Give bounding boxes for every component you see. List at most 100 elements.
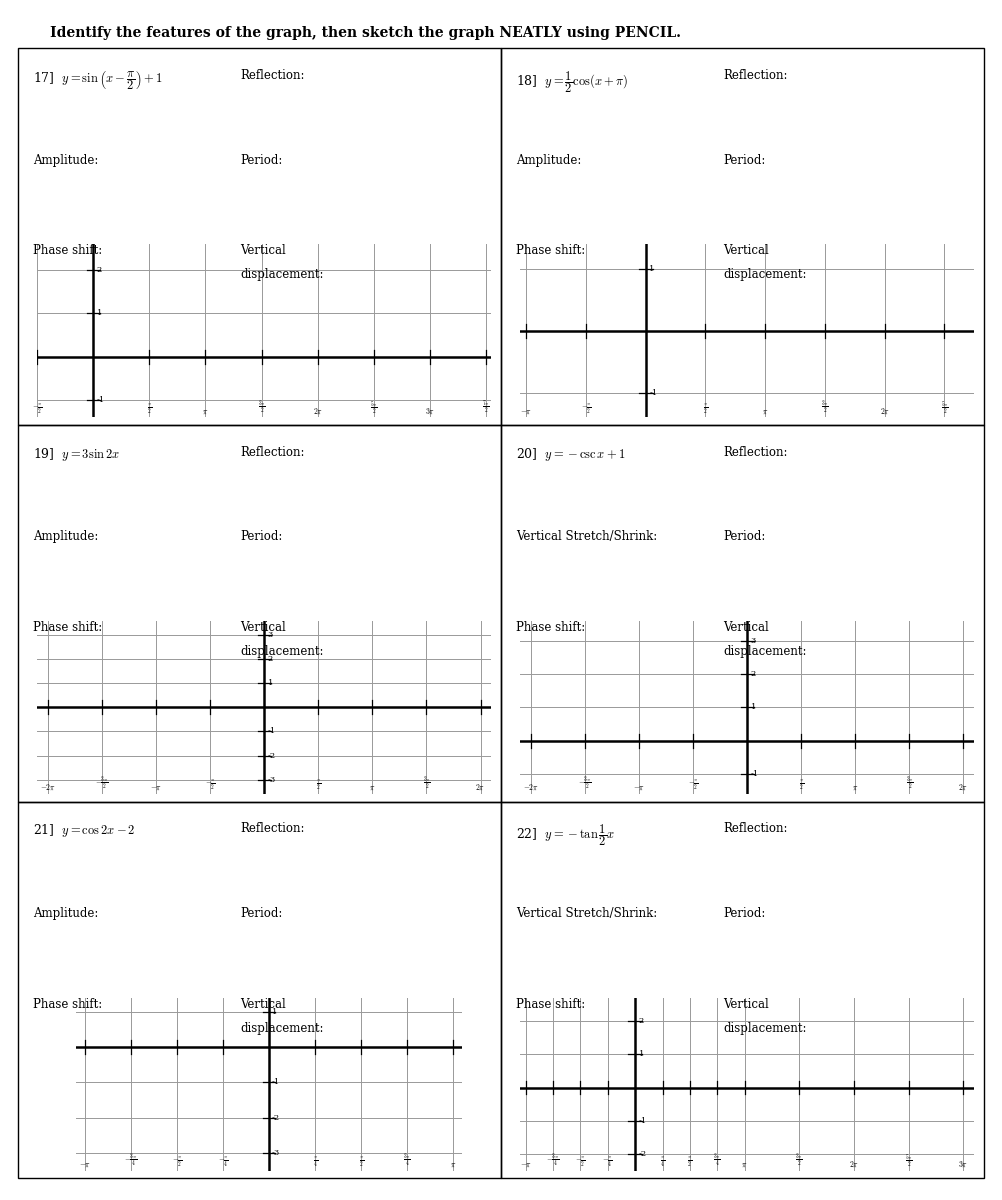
- Text: $\pi$: $\pi$: [450, 1162, 456, 1169]
- Text: $\frac{3\pi}{2}$: $\frac{3\pi}{2}$: [906, 775, 914, 792]
- Text: $-\frac{3\pi}{4}$: $-\frac{3\pi}{4}$: [546, 1152, 560, 1169]
- Text: 22]  $y = -\tan\dfrac{1}{2}x$: 22] $y = -\tan\dfrac{1}{2}x$: [516, 822, 615, 848]
- Text: Period:: Period:: [240, 530, 283, 544]
- Text: 1: 1: [649, 265, 654, 272]
- Text: Reflection:: Reflection:: [240, 68, 305, 82]
- Text: $\frac{\pi}{2}$: $\frac{\pi}{2}$: [147, 402, 152, 415]
- Text: $-\frac{\pi}{2}$: $-\frac{\pi}{2}$: [171, 1156, 182, 1169]
- Text: $2\pi$: $2\pi$: [849, 1159, 859, 1169]
- Text: -1: -1: [649, 389, 657, 396]
- Text: 2: 2: [268, 655, 273, 664]
- Text: 2: 2: [638, 1016, 644, 1025]
- Text: 1: 1: [750, 703, 757, 712]
- Text: $\frac{3\pi}{2}$: $\frac{3\pi}{2}$: [821, 398, 829, 415]
- Text: $\pi$: $\pi$: [741, 1162, 747, 1169]
- Text: Phase shift:: Phase shift:: [33, 997, 102, 1010]
- Text: -2: -2: [273, 1114, 281, 1122]
- Text: Phase shift:: Phase shift:: [516, 244, 585, 257]
- Text: $\frac{\pi}{4}$: $\frac{\pi}{4}$: [313, 1156, 318, 1169]
- Text: Period:: Period:: [723, 154, 766, 167]
- Text: -2: -2: [268, 751, 276, 760]
- Text: 2: 2: [97, 266, 102, 274]
- Text: Vertical: Vertical: [240, 620, 286, 634]
- Text: Vertical: Vertical: [723, 620, 769, 634]
- Text: -1: -1: [268, 727, 276, 736]
- Text: -1: -1: [273, 1079, 281, 1086]
- Text: 1: 1: [97, 310, 102, 317]
- Text: displacement:: displacement:: [240, 646, 324, 659]
- Text: Reflection:: Reflection:: [723, 68, 788, 82]
- Text: $\frac{5\pi}{2}$: $\frac{5\pi}{2}$: [941, 400, 948, 415]
- Text: 2: 2: [750, 670, 756, 678]
- Text: 3: 3: [750, 637, 757, 644]
- Text: $-\frac{\pi}{2}$: $-\frac{\pi}{2}$: [575, 1156, 586, 1169]
- Text: displacement:: displacement:: [723, 646, 807, 659]
- Text: Vertical: Vertical: [723, 244, 769, 257]
- Text: $2\pi$: $2\pi$: [476, 782, 486, 792]
- Text: $\frac{5\pi}{2}$: $\frac{5\pi}{2}$: [370, 400, 378, 415]
- Text: $\frac{\pi}{2}$: $\frac{\pi}{2}$: [799, 779, 804, 792]
- Text: displacement:: displacement:: [723, 1022, 807, 1036]
- Text: $-\pi$: $-\pi$: [520, 408, 532, 415]
- Text: Phase shift:: Phase shift:: [33, 244, 102, 257]
- Text: $\frac{\pi}{2}$: $\frac{\pi}{2}$: [703, 402, 708, 415]
- Text: $\frac{3\pi}{2}$: $\frac{3\pi}{2}$: [258, 398, 266, 415]
- Text: $\frac{\pi}{2}$: $\frac{\pi}{2}$: [687, 1156, 692, 1169]
- Text: 20]  $y = -\csc x + 1$: 20] $y = -\csc x + 1$: [516, 445, 625, 462]
- Text: $-\frac{\pi}{2}$: $-\frac{\pi}{2}$: [580, 402, 591, 415]
- Text: 1: 1: [638, 1050, 644, 1058]
- Text: Vertical: Vertical: [240, 997, 286, 1010]
- Text: $\frac{5\pi}{2}$: $\frac{5\pi}{2}$: [905, 1153, 913, 1169]
- Text: Vertical Stretch/Shrink:: Vertical Stretch/Shrink:: [516, 907, 657, 920]
- Text: Vertical: Vertical: [240, 244, 286, 257]
- Text: 21]  $y = \cos 2x - 2$: 21] $y = \cos 2x - 2$: [33, 822, 135, 839]
- Text: $-\frac{3\pi}{4}$: $-\frac{3\pi}{4}$: [124, 1152, 138, 1169]
- Text: $3\pi$: $3\pi$: [425, 406, 435, 415]
- Text: $\pi$: $\pi$: [370, 785, 376, 792]
- Text: displacement:: displacement:: [240, 269, 324, 282]
- Text: Vertical Stretch/Shrink:: Vertical Stretch/Shrink:: [516, 530, 657, 544]
- Text: $-\frac{3\pi}{2}$: $-\frac{3\pi}{2}$: [95, 775, 109, 792]
- Text: $\frac{3\pi}{4}$: $\frac{3\pi}{4}$: [713, 1152, 721, 1169]
- Text: displacement:: displacement:: [723, 269, 807, 282]
- Text: $-2\pi$: $-2\pi$: [523, 782, 539, 792]
- Text: $-\pi$: $-\pi$: [79, 1162, 91, 1169]
- Text: -1: -1: [750, 770, 759, 778]
- Text: $\pi$: $\pi$: [853, 785, 859, 792]
- Text: Phase shift:: Phase shift:: [516, 620, 585, 634]
- Text: $\frac{\pi}{2}$: $\frac{\pi}{2}$: [316, 779, 321, 792]
- Text: Phase shift:: Phase shift:: [33, 620, 102, 634]
- Text: 18]  $y = \dfrac{1}{2}\cos(x + \pi)$: 18] $y = \dfrac{1}{2}\cos(x + \pi)$: [516, 68, 628, 95]
- Text: $-\frac{\pi}{2}$: $-\frac{\pi}{2}$: [687, 779, 698, 792]
- Text: $-2\pi$: $-2\pi$: [40, 782, 56, 792]
- Text: Amplitude:: Amplitude:: [516, 154, 581, 167]
- Text: displacement:: displacement:: [240, 1022, 324, 1036]
- Text: $-\pi$: $-\pi$: [520, 1162, 532, 1169]
- Text: 1: 1: [268, 679, 274, 688]
- Text: $2\pi$: $2\pi$: [959, 782, 969, 792]
- Text: $\pi$: $\pi$: [763, 408, 769, 415]
- Text: Phase shift:: Phase shift:: [516, 997, 585, 1010]
- Text: Reflection:: Reflection:: [240, 822, 305, 835]
- Text: Amplitude:: Amplitude:: [33, 154, 98, 167]
- Text: Period:: Period:: [240, 907, 283, 920]
- Text: $-\frac{\pi}{4}$: $-\frac{\pi}{4}$: [602, 1156, 613, 1169]
- Text: Reflection:: Reflection:: [240, 445, 305, 458]
- Text: $2\pi$: $2\pi$: [880, 406, 890, 415]
- Text: $\frac{\pi}{2}$: $\frac{\pi}{2}$: [359, 1156, 364, 1169]
- Text: -3: -3: [273, 1150, 281, 1157]
- Text: $\frac{7\pi}{2}$: $\frac{7\pi}{2}$: [482, 398, 490, 415]
- Text: Period:: Period:: [723, 907, 766, 920]
- Text: 1: 1: [273, 1008, 278, 1015]
- Text: $\frac{3\pi}{2}$: $\frac{3\pi}{2}$: [796, 1152, 804, 1169]
- Text: $-\frac{\pi}{2}$: $-\frac{\pi}{2}$: [32, 402, 43, 415]
- Text: Reflection:: Reflection:: [723, 822, 788, 835]
- Text: Period:: Period:: [240, 154, 283, 167]
- Text: Reflection:: Reflection:: [723, 445, 788, 458]
- Text: $-\pi$: $-\pi$: [633, 785, 645, 792]
- Text: Identify the features of the graph, then sketch the graph NEATLY using PENCIL.: Identify the features of the graph, then…: [50, 26, 681, 41]
- Text: $3\pi$: $3\pi$: [958, 1159, 968, 1169]
- Text: Amplitude:: Amplitude:: [33, 907, 98, 920]
- Text: $-\pi$: $-\pi$: [150, 785, 162, 792]
- Text: Amplitude:: Amplitude:: [33, 530, 98, 544]
